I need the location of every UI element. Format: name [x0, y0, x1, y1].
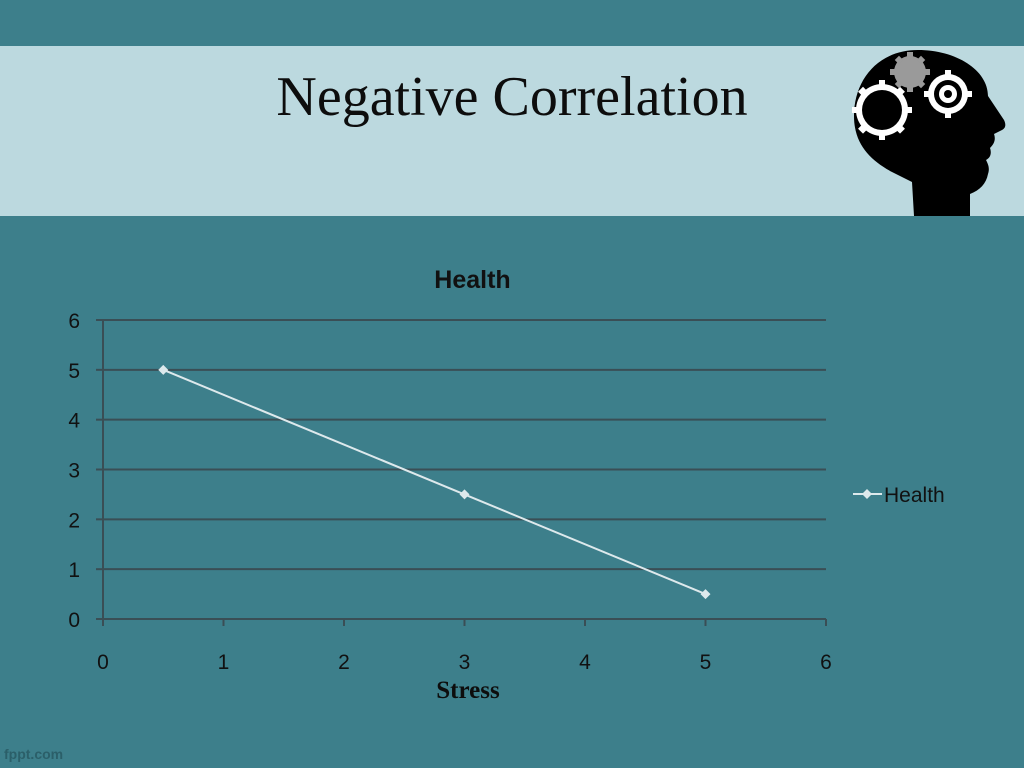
- x-tick-label: 4: [579, 651, 591, 674]
- y-tick-label: 1: [68, 559, 80, 582]
- top-strip: [0, 0, 1024, 46]
- x-tick-label: 3: [459, 651, 471, 674]
- x-axis-label: Stress: [436, 677, 500, 704]
- y-tick-label: 6: [68, 310, 80, 333]
- data-point: [459, 489, 470, 500]
- slide-title: Negative Correlation: [276, 66, 748, 128]
- x-tick-label: 5: [700, 651, 712, 674]
- data-point: [158, 364, 169, 375]
- title-band: [0, 46, 1024, 216]
- series-line: [162, 368, 706, 596]
- chart-title: Health: [434, 266, 510, 294]
- y-tick-label: 5: [68, 360, 80, 383]
- y-tick-label: 0: [68, 609, 80, 632]
- x-tick-label: 6: [820, 651, 832, 674]
- legend-marker: [862, 489, 872, 499]
- x-tick-label: 1: [218, 651, 230, 674]
- y-tick-label: 4: [68, 410, 80, 433]
- y-tick-label: 2: [68, 509, 80, 532]
- chart: Health 0 1 2 3 4 5 6 0 1 2 3 4 5 6 Stress Health: [68, 266, 945, 704]
- x-tick-label: 2: [338, 651, 350, 674]
- data-point: [700, 589, 711, 600]
- x-tick-label: 0: [97, 651, 109, 674]
- y-tick-label: 3: [68, 460, 80, 483]
- legend-label: Health: [884, 484, 945, 507]
- head-with-gears-icon: [852, 50, 1006, 216]
- watermark: fppt.com: [4, 746, 64, 762]
